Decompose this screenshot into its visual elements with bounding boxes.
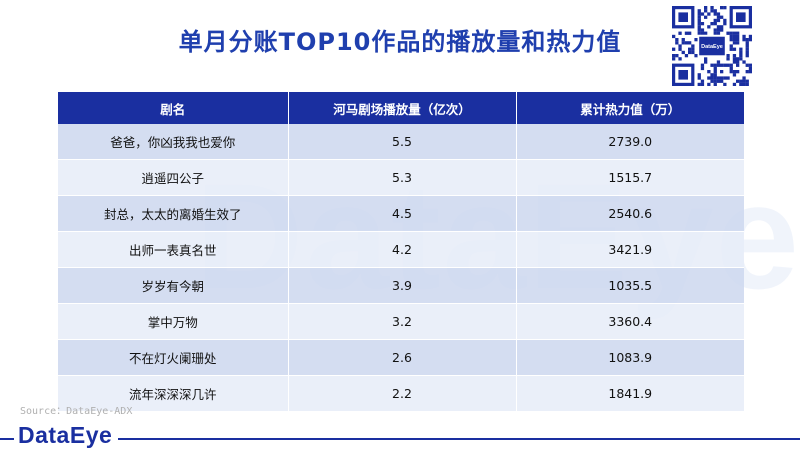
cell-play-count: 3.2 xyxy=(288,303,517,340)
header-drama-name: 剧名 xyxy=(58,92,289,124)
cell-drama-name: 岁岁有今朝 xyxy=(58,267,289,304)
table-row: 流年深深深几许 2.2 1841.9 xyxy=(58,375,744,412)
header-play-count: 河马剧场播放量（亿次） xyxy=(288,92,517,124)
qr-code-icon[interactable]: DataEye xyxy=(672,6,752,86)
cell-drama-name: 爸爸，你凶我我也爱你 xyxy=(58,124,289,160)
cell-heat-value: 2739.0 xyxy=(516,124,744,160)
cell-heat-value: 3421.9 xyxy=(516,231,744,268)
cell-heat-value: 2540.6 xyxy=(516,195,744,232)
cell-heat-value: 1035.5 xyxy=(516,267,744,304)
footer-divider xyxy=(0,438,800,440)
table-row: 岁岁有今朝 3.9 1035.5 xyxy=(58,267,744,304)
cell-drama-name: 封总，太太的离婚生效了 xyxy=(58,195,289,232)
dataeye-logo: DataEye xyxy=(14,422,119,449)
data-table: 剧名 河马剧场播放量（亿次） 累计热力值（万） 爸爸，你凶我我也爱你 5.5 2… xyxy=(58,92,744,412)
cell-drama-name: 出师一表真名世 xyxy=(58,231,289,268)
cell-heat-value: 3360.4 xyxy=(516,303,744,340)
footer xyxy=(0,423,800,450)
cell-play-count: 4.2 xyxy=(288,231,517,268)
table-row: 出师一表真名世 4.2 3421.9 xyxy=(58,231,744,268)
table-row: 封总，太太的离婚生效了 4.5 2540.6 xyxy=(58,195,744,232)
cell-heat-value: 1515.7 xyxy=(516,159,744,196)
table-row: 不在灯火阑珊处 2.6 1083.9 xyxy=(58,339,744,376)
table-row: 爸爸，你凶我我也爱你 5.5 2739.0 xyxy=(58,124,744,160)
table-row: 掌中万物 3.2 3360.4 xyxy=(58,303,744,340)
cell-play-count: 2.6 xyxy=(288,339,517,376)
source-note: Source：DataEye-ADX xyxy=(20,406,133,417)
cell-play-count: 3.9 xyxy=(288,267,517,304)
cell-play-count: 4.5 xyxy=(288,195,517,232)
page-title: 单月分账TOP10作品的播放量和热力值 xyxy=(178,28,622,56)
cell-play-count: 2.2 xyxy=(288,375,517,412)
cell-drama-name: 逍遥四公子 xyxy=(58,159,289,196)
cell-play-count: 5.5 xyxy=(288,124,517,160)
cell-heat-value: 1841.9 xyxy=(516,375,744,412)
cell-play-count: 5.3 xyxy=(288,159,517,196)
table-header-row: 剧名 河马剧场播放量（亿次） 累计热力值（万） xyxy=(58,92,744,124)
cell-drama-name: 掌中万物 xyxy=(58,303,289,340)
cell-drama-name: 流年深深深几许 xyxy=(58,375,289,412)
cell-drama-name: 不在灯火阑珊处 xyxy=(58,339,289,376)
cell-heat-value: 1083.9 xyxy=(516,339,744,376)
qr-center-logo: DataEye xyxy=(701,44,723,50)
header-heat-value: 累计热力值（万） xyxy=(516,92,744,124)
table-row: 逍遥四公子 5.3 1515.7 xyxy=(58,159,744,196)
